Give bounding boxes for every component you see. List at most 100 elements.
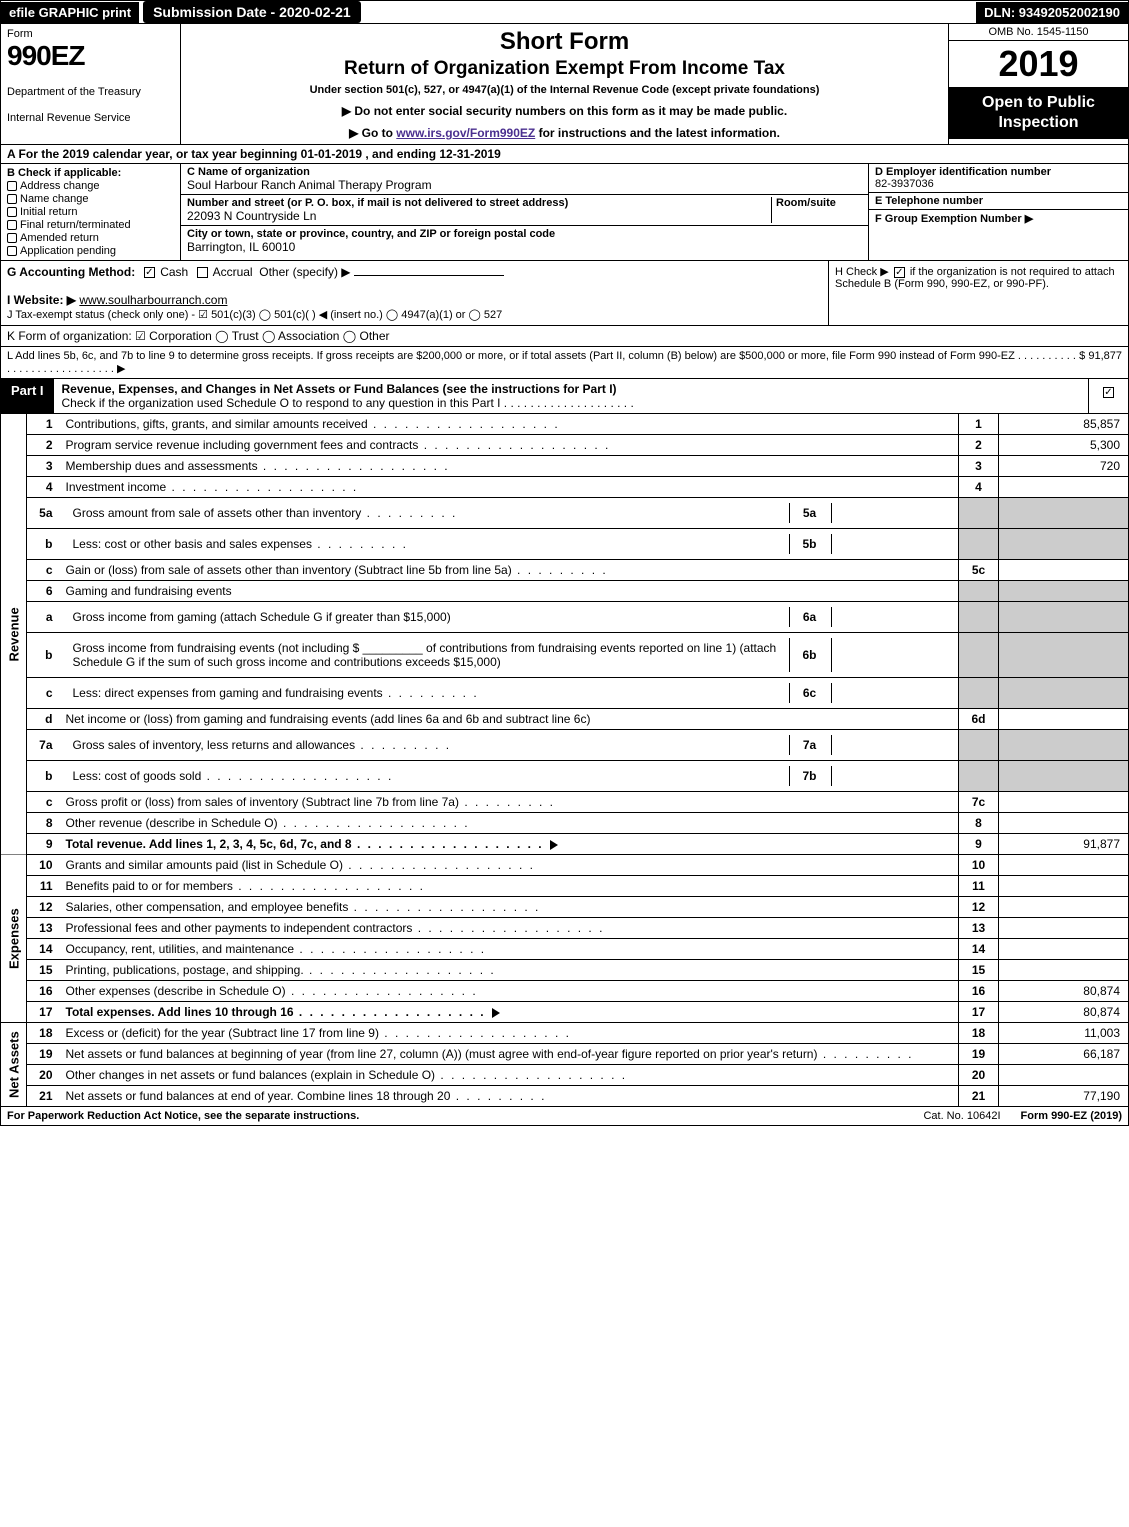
f-group: F Group Exemption Number ▶	[869, 210, 1128, 260]
irs-link[interactable]: www.irs.gov/Form990EZ	[396, 126, 535, 140]
footer-cat: Cat. No. 10642I	[903, 1110, 1020, 1122]
row-11: 11Benefits paid to or for members11	[1, 876, 1129, 897]
row-5b: bLess: cost or other basis and sales exp…	[1, 529, 1129, 560]
arrow-icon	[492, 1008, 500, 1018]
efile-label: efile GRAPHIC print	[1, 2, 139, 23]
row-6b: bGross income from fundraising events (n…	[1, 633, 1129, 678]
row-8: 8Other revenue (describe in Schedule O)8	[1, 813, 1129, 834]
dept-treasury: Department of the Treasury	[7, 86, 174, 98]
c-name-cell: C Name of organization Soul Harbour Ranc…	[181, 164, 868, 195]
row-15: 15Printing, publications, postage, and s…	[1, 960, 1129, 981]
d-ein: D Employer identification number 82-3937…	[869, 164, 1128, 193]
org-city: Barrington, IL 60010	[187, 240, 862, 254]
arrow-icon	[550, 840, 558, 850]
row-3: 3Membership dues and assessments3720	[1, 456, 1129, 477]
row-20: 20Other changes in net assets or fund ba…	[1, 1065, 1129, 1086]
row-7c: cGross profit or (loss) from sales of in…	[1, 792, 1129, 813]
dln-label: DLN: 93492052002190	[976, 2, 1128, 23]
row-9: 9Total revenue. Add lines 1, 2, 3, 4, 5c…	[1, 834, 1129, 855]
omb-number: OMB No. 1545-1150	[949, 24, 1128, 41]
part1-header: Part I Revenue, Expenses, and Changes in…	[0, 379, 1129, 414]
g-accounting: G Accounting Method: Cash Accrual Other …	[1, 261, 828, 325]
l-gross-receipts: L Add lines 5b, 6c, and 7b to line 9 to …	[0, 347, 1129, 379]
title-short-form: Short Form	[189, 28, 940, 56]
c-name-label: C Name of organization	[187, 166, 862, 178]
tax-year: 2019	[949, 41, 1128, 87]
title-return: Return of Organization Exempt From Incom…	[189, 58, 940, 80]
subtitle-section: Under section 501(c), 527, or 4947(a)(1)…	[189, 84, 940, 96]
j-tax-exempt: J Tax-exempt status (check only one) - ☑…	[7, 309, 502, 321]
k-form-org: K Form of organization: ☑ Corporation ◯ …	[0, 326, 1129, 347]
line-a: A For the 2019 calendar year, or tax yea…	[0, 145, 1129, 164]
h-checkbox	[894, 267, 905, 278]
c-street-cell: Number and street (or P. O. box, if mail…	[181, 195, 868, 226]
part1-schedule-o-check	[1088, 379, 1128, 413]
row-6c: cLess: direct expenses from gaming and f…	[1, 678, 1129, 709]
footer-left: For Paperwork Reduction Act Notice, see …	[7, 1110, 903, 1122]
row-5a: 5aGross amount from sale of assets other…	[1, 498, 1129, 529]
e-phone: E Telephone number	[869, 193, 1128, 210]
row-1: Revenue 1Contributions, gifts, grants, a…	[1, 414, 1129, 435]
g-accrual: Accrual	[213, 265, 253, 279]
e-phone-label: E Telephone number	[875, 195, 983, 207]
form-word: Form	[7, 28, 174, 40]
col-b: B Check if applicable: Address change Na…	[1, 164, 181, 260]
g-label: G Accounting Method:	[7, 265, 135, 279]
part1-title: Revenue, Expenses, and Changes in Net As…	[54, 379, 1088, 413]
row-7b: bLess: cost of goods sold7b	[1, 761, 1129, 792]
row-6a: aGross income from gaming (attach Schedu…	[1, 602, 1129, 633]
row-18: Net Assets 18Excess or (deficit) for the…	[1, 1023, 1129, 1044]
b-final-return: Final return/terminated	[7, 219, 174, 231]
f-group-label: F Group Exemption Number ▶	[875, 213, 1033, 225]
row-17: 17Total expenses. Add lines 10 through 1…	[1, 1002, 1129, 1023]
row-gh: G Accounting Method: Cash Accrual Other …	[0, 261, 1129, 326]
h-pre: H Check ▶	[835, 266, 892, 278]
org-street: 22093 N Countryside Ln	[187, 209, 767, 223]
side-revenue: Revenue	[1, 414, 27, 855]
org-name: Soul Harbour Ranch Animal Therapy Progra…	[187, 178, 862, 192]
b-initial-return: Initial return	[7, 206, 174, 218]
col-def: D Employer identification number 82-3937…	[868, 164, 1128, 260]
c-city-label: City or town, state or province, country…	[187, 228, 862, 240]
row-21: 21Net assets or fund balances at end of …	[1, 1086, 1129, 1107]
note-goto-pre: ▶ Go to	[349, 126, 396, 140]
row-6d: dNet income or (loss) from gaming and fu…	[1, 709, 1129, 730]
footer-form: Form 990-EZ (2019)	[1021, 1110, 1122, 1122]
row-19: 19Net assets or fund balances at beginni…	[1, 1044, 1129, 1065]
lines-table: Revenue 1Contributions, gifts, grants, a…	[0, 414, 1129, 1107]
l-text: L Add lines 5b, 6c, and 7b to line 9 to …	[7, 350, 1079, 375]
page-footer: For Paperwork Reduction Act Notice, see …	[0, 1107, 1129, 1126]
d-ein-label: D Employer identification number	[875, 166, 1051, 178]
b-address-change: Address change	[7, 180, 174, 192]
g-accrual-check	[197, 267, 208, 278]
submission-date: Submission Date - 2020-02-21	[143, 1, 361, 23]
row-2: 2Program service revenue including gover…	[1, 435, 1129, 456]
form-number: 990EZ	[7, 40, 174, 72]
note-goto-post: for instructions and the latest informat…	[539, 126, 780, 140]
irs-label: Internal Revenue Service	[7, 112, 174, 124]
row-13: 13Professional fees and other payments t…	[1, 918, 1129, 939]
side-expenses: Expenses	[1, 855, 27, 1023]
g-cash: Cash	[160, 265, 188, 279]
b-name-change: Name change	[7, 193, 174, 205]
row-4: 4Investment income4	[1, 477, 1129, 498]
i-label: I Website: ▶	[7, 293, 76, 307]
open-to-public: Open to Public Inspection	[949, 87, 1128, 139]
g-other: Other (specify) ▶	[259, 265, 350, 279]
room-label: Room/suite	[776, 197, 862, 209]
row-12: 12Salaries, other compensation, and empl…	[1, 897, 1129, 918]
header-right: OMB No. 1545-1150 2019 Open to Public In…	[948, 24, 1128, 144]
note-goto: ▶ Go to www.irs.gov/Form990EZ for instru…	[189, 126, 940, 140]
website-value: www.soulharbourranch.com	[79, 293, 227, 307]
b-header: B Check if applicable:	[7, 167, 174, 179]
top-bar: efile GRAPHIC print Submission Date - 20…	[0, 0, 1129, 24]
header-center: Short Form Return of Organization Exempt…	[181, 24, 948, 144]
part1-tag: Part I	[1, 379, 54, 413]
g-cash-check	[144, 267, 155, 278]
c-street-label: Number and street (or P. O. box, if mail…	[187, 197, 767, 209]
note-ssn: ▶ Do not enter social security numbers o…	[189, 104, 940, 118]
h-check: H Check ▶ if the organization is not req…	[828, 261, 1128, 325]
col-c: C Name of organization Soul Harbour Ranc…	[181, 164, 868, 260]
c-city-cell: City or town, state or province, country…	[181, 226, 868, 256]
b-amended-return: Amended return	[7, 232, 174, 244]
